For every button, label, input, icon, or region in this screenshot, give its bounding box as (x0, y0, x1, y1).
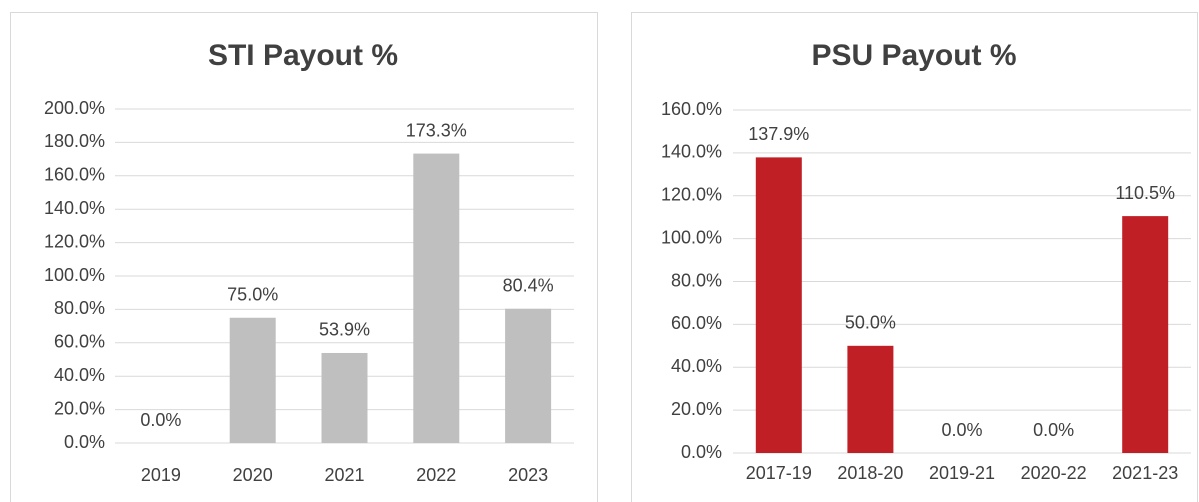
y-tick-label: 200.0% (44, 98, 105, 118)
data-label: 53.9% (319, 320, 370, 340)
panel (10, 12, 598, 502)
y-tick-label: 140.0% (44, 198, 105, 218)
bar (413, 153, 460, 444)
data-label: 173.3% (406, 120, 467, 140)
bar (321, 352, 368, 443)
y-tick-label: 20.0% (671, 399, 722, 419)
y-tick-label: 180.0% (44, 131, 105, 151)
bar (505, 308, 552, 443)
data-label: 80.4% (503, 275, 554, 295)
bar (847, 345, 894, 453)
y-tick-label: 160.0% (661, 99, 722, 119)
y-tick-label: 40.0% (54, 365, 105, 385)
chart-title: STI Payout % (208, 39, 398, 72)
y-tick-label: 0.0% (681, 442, 722, 462)
y-tick-label: 80.0% (54, 298, 105, 318)
data-label: 75.0% (227, 285, 278, 305)
y-tick-label: 100.0% (661, 227, 722, 247)
y-tick-label: 40.0% (671, 356, 722, 376)
y-tick-label: 20.0% (54, 398, 105, 418)
data-label: 0.0% (941, 420, 982, 440)
data-label: 110.5% (1115, 183, 1175, 203)
bar (1122, 216, 1169, 453)
y-tick-label: 80.0% (671, 270, 722, 290)
y-tick-label: 0.0% (64, 432, 105, 452)
x-tick-label: 2019-21 (929, 463, 995, 483)
y-tick-label: 160.0% (44, 165, 105, 185)
x-tick-label: 2021 (324, 465, 364, 485)
x-tick-label: 2017-19 (746, 463, 812, 483)
x-tick-label: 2018-20 (837, 463, 903, 483)
x-tick-label: 2022 (416, 465, 456, 485)
x-tick-label: 2020-22 (1021, 463, 1087, 483)
y-tick-label: 120.0% (44, 231, 105, 251)
y-tick-label: 140.0% (661, 142, 722, 162)
x-tick-label: 2019 (141, 465, 181, 485)
x-tick-label: 2021-23 (1112, 463, 1178, 483)
bar (229, 317, 276, 443)
data-label: 50.0% (845, 313, 896, 333)
data-label: 0.0% (1033, 420, 1074, 440)
x-tick-label: 2023 (508, 465, 548, 485)
panel (631, 12, 1198, 502)
y-tick-label: 60.0% (54, 332, 105, 352)
data-label: 0.0% (140, 410, 181, 430)
y-tick-label: 60.0% (671, 313, 722, 333)
bar (755, 157, 802, 453)
x-tick-label: 2020 (233, 465, 273, 485)
y-tick-label: 100.0% (44, 265, 105, 285)
chart-title: PSU Payout % (811, 39, 1016, 72)
data-label: 137.9% (748, 124, 809, 144)
y-tick-label: 120.0% (661, 185, 722, 205)
